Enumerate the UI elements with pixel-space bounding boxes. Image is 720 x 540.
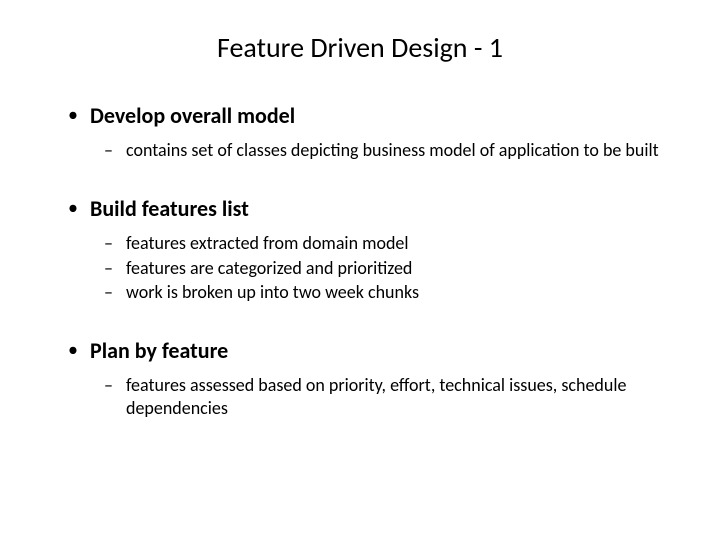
sub-bullet-item: features are categorized and prioritized — [104, 257, 670, 280]
sub-bullet-item: work is broken up into two week chunks — [104, 281, 670, 304]
bullet-list-level2: features extracted from domain model fea… — [90, 232, 670, 304]
bullet-text: Plan by feature — [90, 338, 670, 364]
sub-bullet-item: contains set of classes depicting busine… — [104, 139, 670, 162]
sub-bullet-item: features assessed based on priority, eff… — [104, 374, 670, 419]
bullet-text: Develop overall model — [90, 103, 670, 129]
slide-content: Develop overall model contains set of cl… — [50, 103, 670, 419]
slide-container: Feature Driven Design - 1 Develop overal… — [0, 0, 720, 483]
sub-bullet-item: features extracted from domain model — [104, 232, 670, 255]
slide-title: Feature Driven Design - 1 — [50, 30, 670, 65]
bullet-item-plan-by-feature: Plan by feature features assessed based … — [68, 338, 670, 419]
bullet-text: Build features list — [90, 196, 670, 222]
bullet-list-level1: Develop overall model contains set of cl… — [68, 103, 670, 419]
bullet-item-develop-model: Develop overall model contains set of cl… — [68, 103, 670, 162]
bullet-list-level2: contains set of classes depicting busine… — [90, 139, 670, 162]
bullet-list-level2: features assessed based on priority, eff… — [90, 374, 670, 419]
bullet-item-build-features: Build features list features extracted f… — [68, 196, 670, 304]
